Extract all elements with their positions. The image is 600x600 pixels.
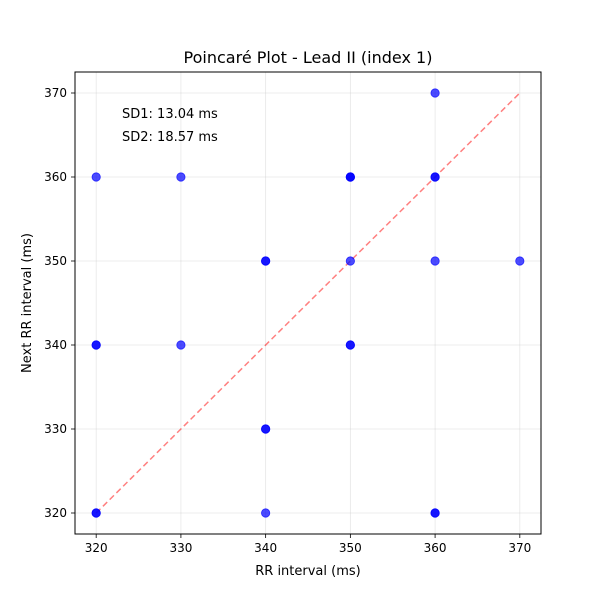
grid-lines [75,72,541,534]
data-point [176,340,186,350]
data-point [345,256,355,266]
data-point [430,256,440,266]
data-point [261,424,271,434]
sd1-annotation: SD1: 13.04 ms [122,107,218,122]
data-point [430,88,440,98]
data-point [176,172,186,182]
y-tick-label: 340 [44,338,67,352]
x-tick-label: 360 [424,541,447,555]
x-tick-label: 340 [254,541,277,555]
plot-frame [74,71,542,535]
data-point [430,508,440,518]
y-axis-label: Next RR interval (ms) [20,233,35,373]
data-point [345,172,355,182]
y-tick-label: 370 [44,86,67,100]
data-point [430,172,440,182]
data-point [345,340,355,350]
sd2-annotation: SD2: 18.57 ms [122,130,218,145]
y-ticks: 320 330 340 350 360 370 [44,86,75,520]
data-point [515,256,525,266]
data-point [91,172,101,182]
y-tick-label: 320 [44,506,67,520]
x-tick-label: 320 [85,541,108,555]
data-point [91,508,101,518]
data-point [91,340,101,350]
data-points [91,88,525,518]
y-tick-label: 330 [44,422,67,436]
x-ticks: 320 330 340 350 360 370 [85,534,531,555]
x-tick-label: 350 [339,541,362,555]
x-axis-label: RR interval (ms) [255,564,360,579]
y-tick-label: 350 [44,254,67,268]
chart-title: Poincaré Plot - Lead II (index 1) [184,48,433,67]
data-point [261,508,271,518]
y-tick-label: 360 [44,170,67,184]
x-tick-label: 330 [169,541,192,555]
identity-line [95,92,521,514]
x-tick-label: 370 [508,541,531,555]
data-point [261,256,271,266]
